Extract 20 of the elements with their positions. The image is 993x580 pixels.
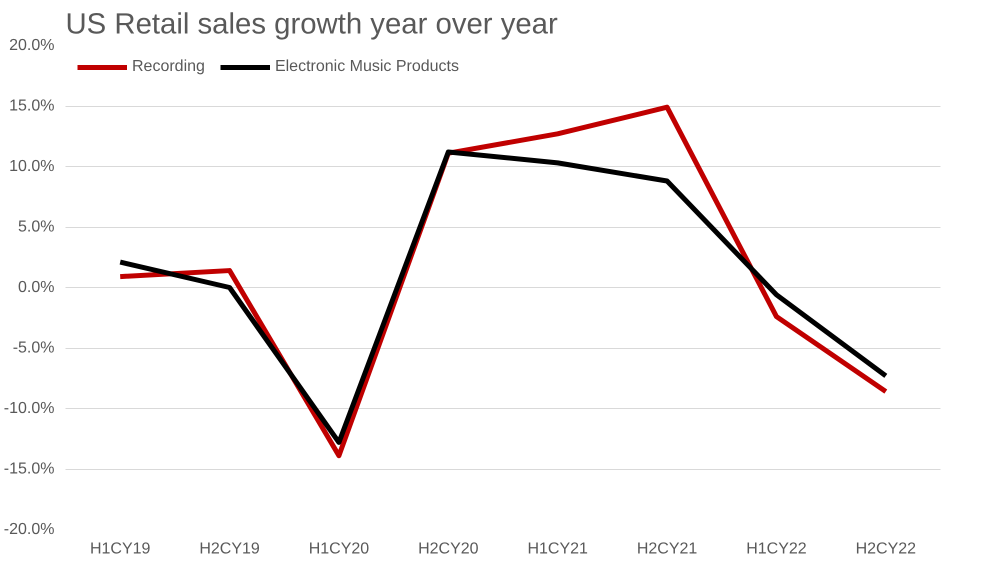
y-tick-label: -20.0% xyxy=(4,521,55,538)
y-tick-label: 10.0% xyxy=(9,158,55,175)
y-tick-label: -5.0% xyxy=(12,340,54,356)
x-tick-label: H1CY22 xyxy=(746,540,807,558)
y-tick-label: 5.0% xyxy=(18,218,54,236)
y-tick-label: 15.0% xyxy=(9,98,55,114)
x-tick-label: H2CY21 xyxy=(636,540,698,558)
legend-label: Electronic Music Products xyxy=(274,58,459,76)
legend-label: Recording xyxy=(132,58,205,76)
x-tick-label: H2CY19 xyxy=(199,540,260,558)
x-tick-label: H2CY20 xyxy=(418,540,479,558)
chart-title: US Retail sales growth year over year xyxy=(66,8,558,40)
x-tick-label: H1CY19 xyxy=(90,540,151,558)
y-tick-label: 0.0% xyxy=(18,279,54,296)
x-tick-label: H2CY22 xyxy=(856,540,916,558)
x-tick-label: H1CY21 xyxy=(527,540,588,558)
x-tick-label: H1CY20 xyxy=(308,540,370,558)
y-tick-label: -10.0% xyxy=(4,400,55,417)
y-tick-label: -15.0% xyxy=(4,460,55,478)
y-tick-label: 20.0% xyxy=(9,37,55,54)
